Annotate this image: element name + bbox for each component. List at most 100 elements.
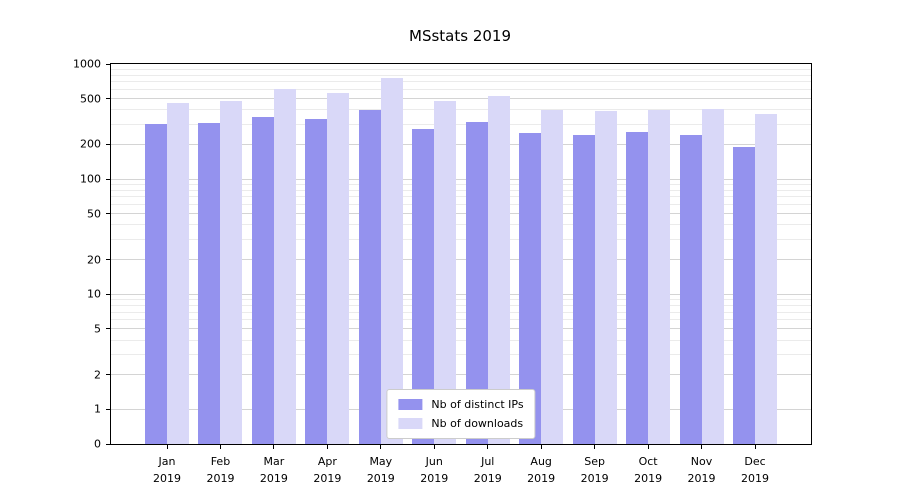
y-tick-mark [106,408,110,410]
x-tick-label: Oct 2019 [634,455,663,485]
bar-nb-of-downloads-mar-2019 [273,88,296,444]
minor-gridline [111,354,811,355]
x-axis: Jan 2019 Feb 2019 Mar 2019 Apr 2019 May 2019 Jun 20… [111,64,811,485]
y-tick-label: 20 [87,253,101,267]
x-tick-label: Feb 2019 [206,455,235,485]
x-tick-mark [594,445,596,449]
x-tick-mark [166,445,168,449]
y-tick-mark [106,259,110,261]
y-tick-label: 0 [94,437,101,451]
major-gridline [111,293,811,295]
bar-nb-of-distinct-ips-aug-2019 [519,133,542,444]
minor-gridline [111,299,811,301]
bar-nb-of-downloads-dec-2019 [755,113,777,444]
bar-nb-of-distinct-ips-jul-2019 [465,121,488,444]
bar-nb-of-downloads-sep-2019 [594,111,617,444]
y-tick-mark [106,328,110,330]
major-gridline [111,213,811,215]
major-gridline [111,143,811,145]
major-gridline [111,328,811,330]
x-tick-mark [540,445,542,449]
legend-item-downloads: Nb of downloads [398,417,523,430]
minor-gridline [111,196,811,198]
x-tick-label: Mar 2019 [259,455,288,485]
legend: Nb of distinct IPs Nb of downloads [386,389,536,439]
bar-nb-of-downloads-jun-2019 [434,100,457,444]
bar-nb-of-distinct-ips-feb-2019 [198,122,221,444]
y-tick-label: 2 [94,368,101,382]
y-tick-label: 500 [80,92,101,106]
y-tick-mark [106,63,110,65]
x-tick-label: May 2019 [366,455,395,485]
x-tick-label: Jun 2019 [420,455,449,485]
bar-nb-of-distinct-ips-dec-2019 [733,147,755,444]
bars-layer [111,64,811,444]
bar-nb-of-downloads-jan-2019 [167,102,189,444]
y-tick-label: 10 [87,287,101,301]
y-tick-label: 200 [80,137,101,151]
legend-label-downloads: Nb of downloads [431,417,524,430]
y-tick-label: 100 [80,172,101,186]
x-tick-mark [326,445,328,449]
minor-gridline [111,319,811,321]
x-tick-mark [273,445,275,449]
minor-gridline [111,81,811,83]
bar-nb-of-downloads-oct-2019 [648,109,671,444]
major-gridline [111,98,811,100]
y-tick-mark [106,293,110,295]
x-tick-mark [701,445,703,449]
x-tick-label: Jan 2019 [153,455,181,485]
y-tick-mark [106,213,110,215]
x-tick-label: Apr 2019 [313,455,342,485]
major-gridline [111,374,811,376]
minor-gridline [111,183,811,185]
minor-gridline [111,89,811,91]
bar-nb-of-downloads-may-2019 [380,77,403,444]
minor-gridline [111,189,811,191]
y-axis: 0 1 2 5 10 20 50 100 200 500 1000 [73,58,811,451]
minor-gridline [111,304,811,306]
y-tick-label: 50 [87,207,101,221]
bar-nb-of-downloads-aug-2019 [541,109,564,444]
x-tick-mark [380,445,382,449]
bar-nb-of-distinct-ips-jun-2019 [412,128,435,444]
x-tick-mark [433,445,435,449]
minor-gridline [111,204,811,206]
minor-gridline [111,311,811,313]
bar-nb-of-distinct-ips-may-2019 [358,110,381,444]
legend-swatch-downloads [398,418,423,429]
bar-nb-of-distinct-ips-apr-2019 [305,119,328,444]
x-tick-label: Aug 2019 [527,455,556,485]
x-tick-label: Dec 2019 [741,455,769,485]
minor-gridline [111,238,811,240]
bar-nb-of-distinct-ips-mar-2019 [251,117,274,444]
bar-nb-of-downloads-jul-2019 [487,95,510,444]
bar-nb-of-distinct-ips-sep-2019 [572,135,595,444]
x-tick-mark [647,445,649,449]
major-gridline [111,259,811,261]
bar-nb-of-distinct-ips-oct-2019 [626,132,649,444]
y-tick-mark [106,143,110,145]
legend-label-distinct-ips: Nb of distinct IPs [431,398,524,411]
bar-nb-of-distinct-ips-nov-2019 [679,135,702,444]
y-tick-mark [106,374,110,376]
y-tick-mark [106,443,110,445]
y-tick-mark [106,178,110,180]
minor-gridline [111,339,811,341]
legend-swatch-distinct-ips [398,399,423,410]
x-tick-label: Sep 2019 [580,455,609,485]
x-tick-label: Jul 2019 [473,455,502,485]
major-gridline [111,178,811,180]
y-tick-label: 1 [94,402,101,416]
bar-nb-of-downloads-apr-2019 [327,93,350,444]
y-tick-label: 5 [94,322,101,336]
minor-gridline [111,123,811,125]
legend-item-distinct-ips: Nb of distinct IPs [398,398,524,411]
x-tick-label: Nov 2019 [687,455,716,485]
y-tick-mark [106,98,110,100]
x-tick-mark [219,445,221,449]
minor-gridline [111,68,811,70]
minor-gridline [111,74,811,76]
x-tick-mark [754,445,756,449]
